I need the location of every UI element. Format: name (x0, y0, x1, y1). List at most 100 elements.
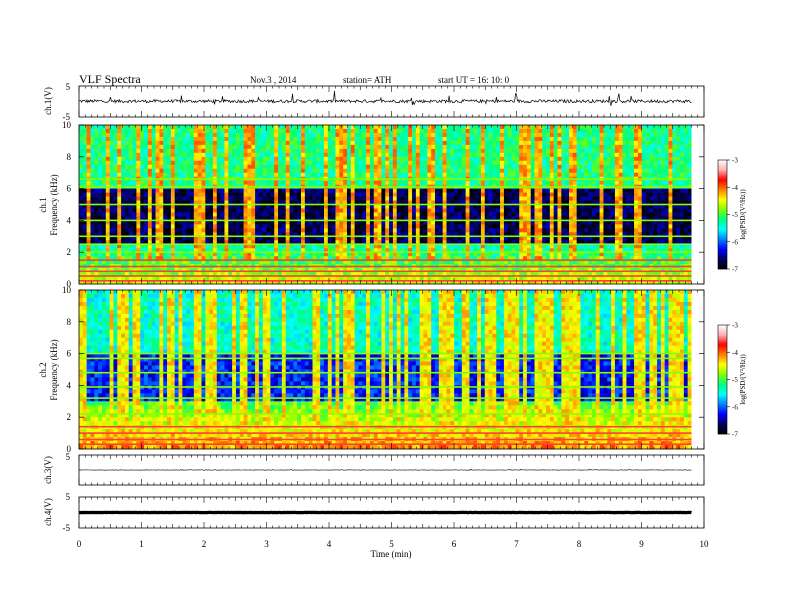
spectrogram-cell (86, 140, 91, 146)
spectrogram-cell (477, 208, 482, 213)
spectrogram-cell (132, 168, 137, 173)
spectrogram-cell (278, 156, 283, 162)
spectrogram-cell (435, 188, 440, 193)
spectrogram-cell (178, 208, 183, 213)
spectrogram-cell (530, 200, 535, 205)
spectrogram-cell (538, 272, 543, 277)
spectrogram-cell (293, 204, 298, 209)
spectrogram-cell (392, 168, 398, 173)
spectrogram-cell (404, 216, 409, 221)
spectrogram-cell (354, 136, 359, 142)
spectrogram-cell (484, 280, 489, 285)
spectrogram-cell (174, 180, 179, 185)
spectrogram-cell (94, 208, 99, 213)
spectrogram-cell (549, 268, 554, 273)
spectrogram-cell (381, 200, 386, 205)
spectrogram-cell (197, 132, 202, 138)
spectrogram-cell (278, 240, 283, 245)
spectrogram-cell (239, 128, 244, 134)
spectrogram-cell (396, 260, 401, 265)
spectrogram-cell (190, 172, 195, 177)
spectrogram-cell (316, 252, 321, 257)
spectrogram-cell (450, 272, 455, 277)
spectrogram-cell (190, 192, 195, 197)
spectrogram-cell (324, 232, 329, 237)
spectrogram-cell (151, 200, 156, 205)
spectrogram-cell (381, 196, 386, 201)
spectrogram-cell (507, 172, 512, 177)
spectrogram-cell (121, 152, 126, 158)
spectrogram-cell (201, 188, 206, 193)
spectrogram-cell (247, 232, 252, 237)
spectrogram-cell (308, 268, 313, 273)
spectrogram-cell (247, 160, 252, 166)
spectrogram-cell (327, 244, 332, 249)
spectrogram-cell (480, 232, 486, 237)
spectrogram-cell (343, 240, 348, 245)
spectrogram-cell (212, 268, 218, 273)
spectrogram-cell (285, 208, 290, 213)
spectrogram-cell (438, 260, 443, 265)
spectrogram-cell (530, 172, 535, 177)
spectrogram-cell (549, 160, 554, 166)
spectrogram-cell (163, 244, 168, 249)
spectrogram-cell (500, 240, 505, 245)
spectrogram-cell (121, 132, 126, 138)
spectrogram-cell (450, 204, 455, 209)
spectrogram-cell (121, 232, 126, 237)
spectrogram-cell (293, 244, 298, 249)
spectrogram-cell (212, 132, 218, 138)
spectrogram-cell (412, 276, 417, 281)
spectrogram-cell (404, 140, 409, 146)
spectrogram-cell (212, 136, 218, 142)
spectrogram-cell (159, 152, 164, 158)
spectrogram-cell (205, 248, 210, 253)
spectrogram-cell (163, 256, 168, 261)
spectrogram-cell (258, 240, 264, 245)
spectrogram-cell (515, 228, 520, 233)
spectrogram-cell (147, 168, 153, 173)
spectrogram-cell (389, 180, 394, 185)
spectrogram-cell (538, 156, 543, 162)
spectrogram-cell (346, 260, 352, 265)
spectrogram-cell (178, 156, 183, 162)
spectrogram-cell (274, 208, 279, 213)
spectrogram-cell (408, 268, 413, 273)
spectrogram-cell (526, 276, 532, 281)
spectrogram-cell (335, 220, 340, 225)
spectrogram-cell (484, 200, 489, 205)
spectrogram-cell (151, 152, 156, 158)
spectrogram-cell (297, 204, 302, 209)
spectrogram-cell (247, 216, 252, 221)
spectrogram-cell (515, 140, 520, 146)
spectrogram-cell (304, 280, 309, 285)
spectrogram-cell (477, 172, 482, 177)
spectrogram-cell (178, 132, 183, 138)
spectrogram-cell (281, 168, 287, 173)
spectrogram-cell (519, 204, 524, 209)
spectrogram-cell (109, 260, 114, 265)
spectrogram-cell (155, 128, 160, 134)
spectrogram-cell (117, 148, 122, 154)
spectrogram-cell (262, 244, 267, 249)
spectrogram-cell (507, 268, 512, 273)
spectrogram-cell (469, 132, 474, 138)
spectrogram-cell (147, 212, 153, 217)
spectrogram-cell (98, 268, 103, 273)
spectrogram-cell (212, 212, 218, 217)
spectrogram-cell (358, 168, 363, 173)
spectrogram-cell (113, 144, 118, 150)
spectrogram-cell (438, 140, 443, 146)
spectrogram-cell (193, 220, 198, 225)
spectrogram-cell (316, 228, 321, 233)
spectrogram-cell (266, 196, 271, 201)
spectrogram-cell (308, 244, 313, 249)
spectrogram-cell (519, 224, 524, 229)
spectrogram-cell (220, 224, 225, 229)
spectrogram-cell (293, 156, 298, 162)
spectrogram-cell (216, 252, 221, 257)
spectrogram-cell (243, 248, 248, 253)
spectrogram-cell (151, 252, 156, 257)
spectrogram-cell (201, 240, 206, 245)
spectrogram-cell (553, 128, 558, 134)
